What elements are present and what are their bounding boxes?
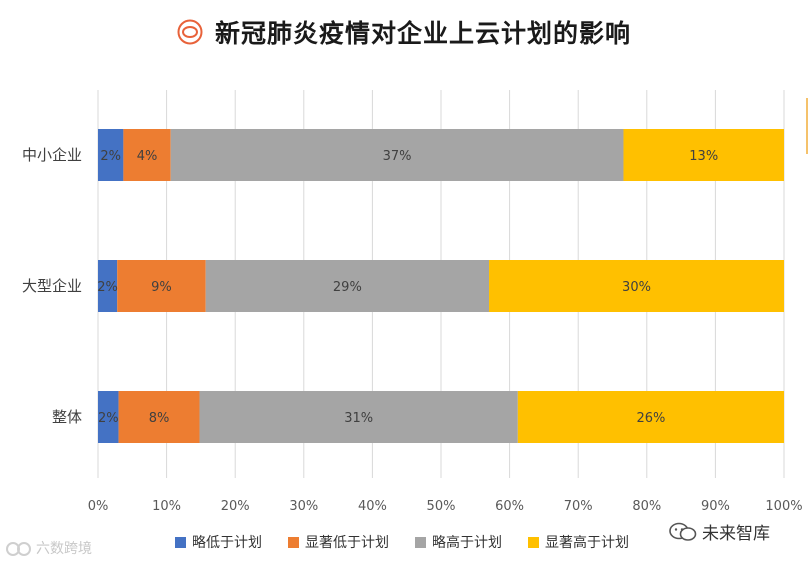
x-tick-label: 0% [88, 499, 109, 514]
label-layer: 2% 4% 37% 13% 2% 9% 29% 30% 2% 8% 31% 26% [97, 149, 718, 426]
data-label: 2% [100, 149, 121, 164]
page-title: 新冠肺炎疫情对企业上云计划的影响 [214, 19, 631, 48]
x-tick-label: 40% [358, 499, 387, 514]
legend-item: 略低于计划 [175, 532, 262, 552]
brand-logo-icon [6, 542, 31, 556]
watermark-right: 未来智库 [668, 519, 770, 544]
data-label: 31% [344, 411, 373, 426]
legend-label: 显著低于计划 [305, 535, 389, 551]
legend-swatch [415, 536, 426, 548]
wechat-icon [669, 522, 697, 541]
x-tick-label: 50% [427, 499, 456, 514]
bar-segment [199, 391, 518, 443]
x-tick-label: 20% [221, 499, 250, 514]
bar-segment [623, 129, 784, 181]
legend-swatch [288, 536, 299, 548]
bar-segment [205, 260, 490, 312]
legend-swatch [175, 536, 186, 548]
data-label: 29% [333, 280, 362, 295]
bar-segment [98, 129, 124, 181]
legend-item: 显著高于计划 [528, 532, 629, 552]
category-label: 整体 [52, 408, 82, 426]
x-tick-label: 80% [632, 499, 661, 514]
watermark-left-text: 六数跨境 [36, 541, 92, 557]
title-row: 新冠肺炎疫情对企业上云计划的影响 [0, 12, 808, 52]
legend-label: 略高于计划 [432, 535, 502, 551]
legend-item: 略高于计划 [415, 532, 502, 552]
bar-segment [170, 129, 624, 181]
legend-swatch [528, 536, 539, 548]
x-tick-label: 100% [765, 499, 802, 514]
legend-label: 略低于计划 [192, 535, 262, 551]
x-tick-label: 10% [152, 499, 181, 514]
target-icon [177, 19, 203, 45]
category-label: 大型企业 [22, 277, 82, 295]
data-label: 2% [98, 411, 119, 426]
legend-label: 显著高于计划 [545, 535, 629, 551]
data-label: 30% [622, 280, 651, 295]
bar-segment [117, 260, 206, 312]
bar-segment [98, 260, 118, 312]
x-tick-label: 30% [289, 499, 318, 514]
bar-segment [123, 129, 171, 181]
x-tick-label: 60% [495, 499, 524, 514]
axis-layer: 0% 10% 20% 30% 40% 50% 60% 70% 80% 90% 100% 中小企业大型企… [22, 146, 803, 514]
bar-segment [517, 391, 784, 443]
legend: 略低于计划 显著低于计划 略高于计划 显著高于计划 [175, 532, 655, 552]
legend-item: 显著低于计划 [288, 532, 389, 552]
data-label: 2% [97, 280, 118, 295]
bar-segment [118, 391, 200, 443]
data-label: 26% [636, 411, 665, 426]
watermark-left: 六数跨境 [6, 538, 92, 558]
category-label: 中小企业 [22, 146, 82, 164]
edge-accent [806, 98, 808, 154]
bar-segment [98, 391, 119, 443]
data-label: 4% [137, 149, 158, 164]
x-tick-label: 70% [564, 499, 593, 514]
bar-segment [489, 260, 784, 312]
x-tick-label: 90% [701, 499, 730, 514]
data-label: 8% [149, 411, 170, 426]
data-label: 13% [689, 149, 718, 164]
data-label: 37% [383, 149, 412, 164]
watermark-right-text: 未来智库 [702, 524, 770, 544]
data-label: 9% [151, 280, 172, 295]
bar-layer [98, 129, 784, 443]
